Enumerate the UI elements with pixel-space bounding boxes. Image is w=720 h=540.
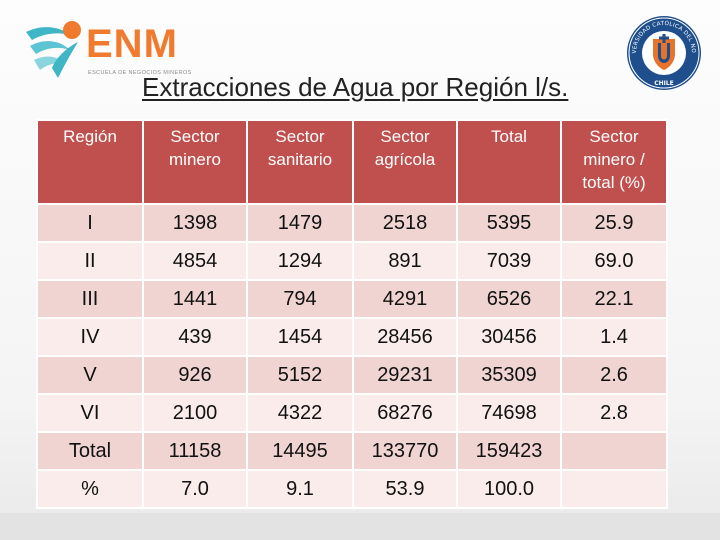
cell-region: V [36,355,144,395]
header-sector-agricola: Sector agrícola [352,119,458,205]
cell-minero-pct: 69.0 [560,241,668,281]
cell-region: Total [36,431,144,471]
cell-region: II [36,241,144,281]
enm-logo-text: ENM [86,22,178,66]
cell-agricola: 4291 [352,279,458,319]
cell-total: 30456 [456,317,562,357]
table-row-total: Total 11158 14495 133770 159423 [36,431,668,471]
enm-wave-icon [26,21,81,78]
cell-minero-pct [560,469,668,509]
cell-minero-pct: 2.6 [560,355,668,395]
cell-minero-pct: 22.1 [560,279,668,319]
cell-minero: 2100 [142,393,248,433]
cell-total: 6526 [456,279,562,319]
cell-total: 7039 [456,241,562,281]
cell-sanitario: 14495 [246,431,354,471]
ucn-seal-icon: UNIVERSIDAD CATÓLICA DEL NORTE CHILE [625,14,701,90]
cell-minero: 1398 [142,203,248,243]
cell-minero-pct: 2.8 [560,393,668,433]
cell-agricola: 133770 [352,431,458,471]
cell-sanitario: 794 [246,279,354,319]
cell-agricola: 28456 [352,317,458,357]
enm-logo-subtitle: ESCUELA DE NEGOCIOS MINEROS [88,70,192,76]
cell-sanitario: 1479 [246,203,354,243]
table-row: II 4854 1294 891 7039 69.0 [36,241,668,281]
cell-agricola: 29231 [352,355,458,395]
cell-total: 35309 [456,355,562,395]
table-row: I 1398 1479 2518 5395 25.9 [36,203,668,243]
cell-sanitario: 9.1 [246,469,354,509]
cell-region: VI [36,393,144,433]
header-total: Total [456,119,562,205]
cell-total: 159423 [456,431,562,471]
table-row: VI 2100 4322 68276 74698 2.8 [36,393,668,433]
header-minero-pct: Sector minero / total (%) [560,119,668,205]
footer-band [0,513,720,540]
cell-sanitario: 4322 [246,393,354,433]
cell-minero-pct: 1.4 [560,317,668,357]
table-header-row: Región Sector minero Sector sanitario Se… [36,119,668,205]
cell-sanitario: 1454 [246,317,354,357]
table-row-percent: % 7.0 9.1 53.9 100.0 [36,469,668,509]
table-row: IV 439 1454 28456 30456 1.4 [36,317,668,357]
water-extraction-table: Región Sector minero Sector sanitario Se… [36,119,668,509]
cell-region: IV [36,317,144,357]
ucn-seal-country: CHILE [654,80,674,87]
cell-agricola: 891 [352,241,458,281]
cell-agricola: 2518 [352,203,458,243]
cell-sanitario: 1294 [246,241,354,281]
cell-total: 74698 [456,393,562,433]
header-sector-minero: Sector minero [142,119,248,205]
table-row: III 1441 794 4291 6526 22.1 [36,279,668,319]
cell-region: III [36,279,144,319]
cell-minero: 7.0 [142,469,248,509]
header-region: Región [36,119,144,205]
cell-region: % [36,469,144,509]
cell-region: I [36,203,144,243]
cell-minero: 1441 [142,279,248,319]
cell-minero: 11158 [142,431,248,471]
cell-minero: 926 [142,355,248,395]
cell-minero: 439 [142,317,248,357]
cell-minero: 4854 [142,241,248,281]
page-title: Extracciones de Agua por Región l/s. [142,72,569,102]
header-sector-sanitario: Sector sanitario [246,119,354,205]
cell-total: 100.0 [456,469,562,509]
cell-minero-pct [560,431,668,471]
cell-agricola: 68276 [352,393,458,433]
cell-sanitario: 5152 [246,355,354,395]
cell-agricola: 53.9 [352,469,458,509]
cell-total: 5395 [456,203,562,243]
table-row: V 926 5152 29231 35309 2.6 [36,355,668,395]
enm-logo: ENM ESCUELA DE NEGOCIOS MINEROS [22,18,191,88]
cell-minero-pct: 25.9 [560,203,668,243]
